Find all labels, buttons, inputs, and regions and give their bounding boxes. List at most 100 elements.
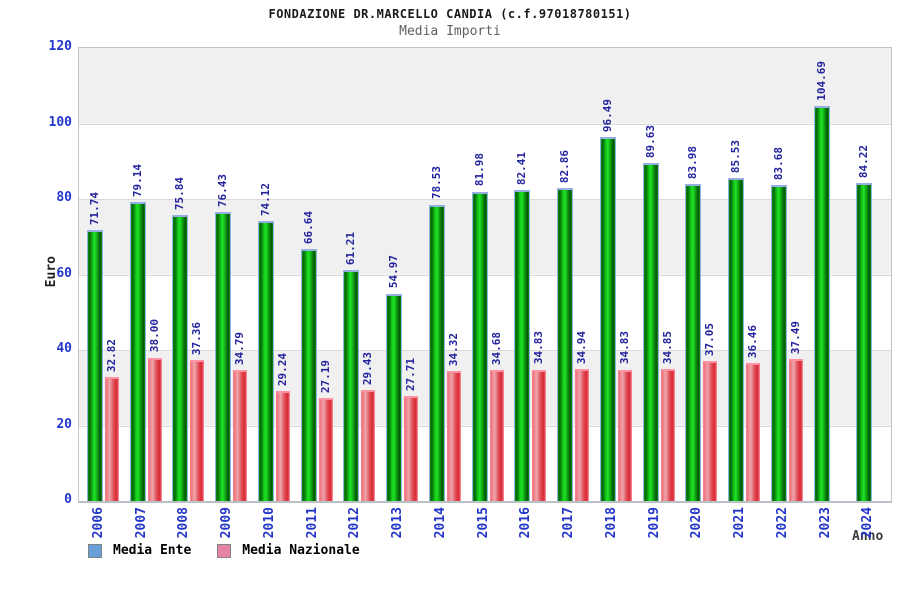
plot-area: 71.74 32.82 79.14 38.00 75.84 37.36 76.43 34.79… — [78, 47, 892, 503]
bar-media-ente-2014 — [428, 204, 445, 501]
legend-label-media-ente: Media Ente — [113, 543, 192, 558]
value-label: 27.19 — [318, 360, 332, 394]
value-label: 78.53 — [429, 166, 443, 200]
value-label: 79.14 — [130, 164, 144, 198]
value-label: 34.68 — [489, 331, 503, 366]
legend-item-media-nazionale: Media Nazionale — [217, 543, 360, 558]
bar-media-nazionale-2022 — [788, 359, 803, 501]
bar-media-ente-2019 — [642, 162, 659, 501]
bar-media-ente-2022 — [770, 185, 787, 501]
x-tick-label: 2010 — [261, 507, 277, 539]
value-label: 74.12 — [258, 183, 272, 217]
bar-media-nazionale-2015 — [489, 370, 504, 501]
value-label: 36.46 — [746, 325, 760, 359]
bar-media-nazionale-2010 — [275, 390, 290, 501]
x-tick-label: 2023 — [817, 507, 833, 539]
gridline — [79, 123, 891, 125]
value-label: 66.64 — [301, 211, 315, 245]
y-tick-label: 0 — [64, 492, 72, 507]
legend-swatch-media-nazionale — [217, 543, 232, 558]
value-label: 82.86 — [558, 150, 572, 184]
value-label: 34.94 — [575, 330, 589, 365]
x-tick-label: 2019 — [646, 507, 662, 539]
x-tick-label: 2022 — [774, 507, 790, 539]
x-tick-label: 2018 — [603, 507, 619, 539]
bar-media-nazionale-2012 — [361, 389, 376, 501]
value-label: 38.00 — [147, 319, 161, 353]
value-label: 104.69 — [814, 61, 828, 101]
bar-media-ente-2021 — [728, 178, 745, 501]
bar-media-ente-2020 — [685, 183, 702, 501]
bar-media-ente-2006 — [87, 230, 103, 501]
bar-media-ente-2017 — [557, 188, 574, 501]
value-label: 37.49 — [788, 321, 802, 355]
x-tick-label: 2015 — [475, 507, 491, 539]
x-axis-title: Anno — [852, 529, 884, 544]
bar-media-nazionale-2014 — [446, 371, 461, 501]
x-tick-label: 2012 — [347, 507, 363, 539]
value-label: 61.21 — [344, 231, 358, 265]
value-label: 96.49 — [600, 98, 614, 132]
y-tick-label: 120 — [48, 39, 72, 54]
value-label: 83.98 — [686, 145, 700, 179]
bar-media-nazionale-2018 — [617, 369, 632, 501]
bar-media-ente-2009 — [215, 212, 232, 501]
bar-media-nazionale-2021 — [746, 363, 761, 501]
bar-media-nazionale-2019 — [660, 369, 675, 501]
x-tick-label: 2016 — [518, 507, 534, 539]
x-tick-label: 2013 — [390, 507, 406, 539]
value-label: 32.82 — [105, 338, 118, 373]
x-tick-label: 2017 — [561, 507, 577, 539]
x-tick-label: 2008 — [176, 507, 192, 539]
chart-title: FONDAZIONE DR.MARCELLO CANDIA (c.f.97018… — [268, 7, 632, 21]
value-label: 29.24 — [275, 352, 289, 386]
value-label: 84.22 — [857, 144, 871, 179]
value-label: 34.85 — [660, 331, 674, 365]
bar-media-nazionale-2020 — [703, 361, 718, 501]
value-label: 34.83 — [617, 331, 631, 365]
value-label: 34.32 — [446, 333, 460, 367]
value-label: 71.74 — [88, 192, 101, 226]
value-label: 82.41 — [515, 151, 529, 185]
bar-media-ente-2018 — [599, 136, 616, 501]
value-label: 37.05 — [703, 323, 717, 357]
x-tick-label: 2009 — [219, 507, 235, 539]
bar-media-nazionale-2011 — [318, 398, 333, 501]
value-label: 89.63 — [643, 124, 657, 158]
bar-media-nazionale-2017 — [575, 369, 590, 501]
bar-media-ente-2024 — [856, 183, 873, 501]
x-tick-label: 2007 — [133, 507, 149, 539]
x-tick-label: 2006 — [91, 507, 106, 539]
value-label: 75.84 — [173, 176, 187, 210]
bar-media-nazionale-2013 — [404, 396, 419, 501]
bar-media-ente-2015 — [471, 191, 488, 501]
value-label: 76.43 — [216, 174, 230, 208]
y-tick-label: 100 — [48, 114, 72, 130]
bar-media-ente-2023 — [813, 105, 830, 501]
x-tick-label: 2020 — [689, 507, 705, 539]
bar-media-ente-2016 — [514, 189, 531, 501]
bar-media-nazionale-2009 — [233, 369, 248, 501]
value-label: 37.36 — [190, 321, 204, 355]
bar-media-nazionale-2016 — [532, 369, 547, 501]
bar-media-ente-2010 — [257, 221, 274, 501]
bar-media-ente-2007 — [129, 202, 146, 501]
x-tick-label: 2021 — [732, 507, 748, 539]
y-tick-label: 40 — [56, 341, 72, 356]
y-tick-label: 20 — [56, 416, 72, 432]
value-label: 83.68 — [771, 146, 785, 181]
value-label: 34.79 — [233, 331, 247, 365]
value-label: 81.98 — [472, 153, 486, 187]
y-tick-label: 80 — [56, 190, 72, 205]
value-label: 54.97 — [387, 255, 401, 289]
legend-item-media-ente: Media Ente — [88, 543, 191, 558]
y-tick-label: 60 — [56, 265, 72, 281]
legend: Media Ente Media Nazionale — [88, 543, 360, 558]
bar-media-nazionale-2008 — [190, 359, 205, 501]
legend-swatch-media-ente — [88, 543, 102, 558]
legend-label-media-nazionale: Media Nazionale — [242, 543, 360, 558]
value-label: 27.71 — [404, 358, 418, 392]
x-tick-label: 2011 — [304, 507, 320, 539]
bar-media-ente-2012 — [343, 269, 360, 501]
